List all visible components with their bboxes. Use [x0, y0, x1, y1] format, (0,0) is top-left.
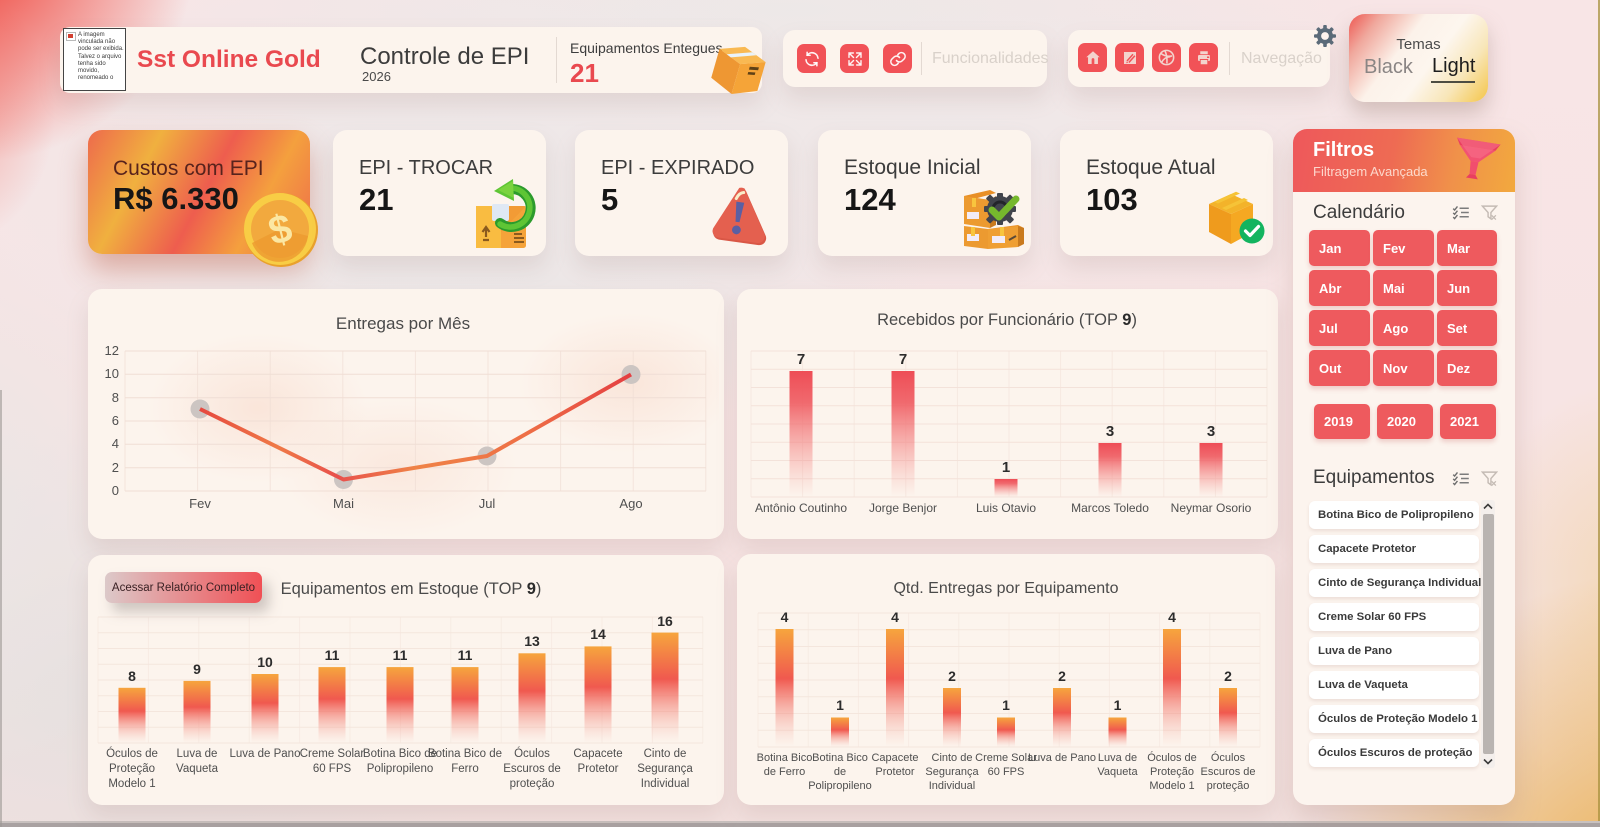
svg-text:Protetor: Protetor [875, 766, 914, 778]
svg-text:Botina Bico de: Botina Bico de [428, 748, 502, 760]
svg-text:14: 14 [590, 626, 606, 642]
svg-text:Jul: Jul [479, 496, 496, 511]
svg-text:Escuros de: Escuros de [1200, 766, 1255, 778]
svg-text:Escuros de: Escuros de [503, 763, 561, 775]
svg-text:2: 2 [112, 460, 119, 475]
svg-text:Polipropileno: Polipropileno [367, 763, 434, 775]
svg-text:Luva de: Luva de [1098, 752, 1137, 764]
svg-text:3: 3 [1106, 423, 1114, 440]
svg-text:Individual: Individual [641, 778, 690, 790]
svg-text:Qtd. Entregas por Equipamento: Qtd. Entregas por Equipamento [893, 580, 1118, 597]
svg-text:Proteção: Proteção [1150, 766, 1194, 778]
svg-text:Antônio Coutinho: Antônio Coutinho [755, 501, 847, 515]
svg-text:4: 4 [1168, 609, 1176, 625]
svg-text:de Ferro: de Ferro [764, 766, 806, 778]
svg-text:Óculos de: Óculos de [1147, 751, 1197, 764]
svg-text:Ferro: Ferro [451, 763, 478, 775]
svg-text:Recebidos por Funcionário (TOP: Recebidos por Funcionário (TOP 9) [877, 311, 1137, 329]
svg-text:Individual: Individual [929, 780, 975, 792]
svg-text:11: 11 [458, 647, 473, 663]
svg-text:11: 11 [393, 647, 408, 663]
svg-text:60 FPS: 60 FPS [313, 763, 352, 775]
svg-text:7: 7 [899, 351, 907, 368]
svg-text:Capacete: Capacete [871, 752, 918, 764]
svg-text:2: 2 [1224, 668, 1232, 684]
svg-text:Creme Solar: Creme Solar [975, 752, 1037, 764]
svg-text:4: 4 [891, 609, 899, 625]
svg-text:Creme Solar: Creme Solar [300, 748, 365, 760]
svg-text:proteção: proteção [1207, 780, 1250, 792]
svg-text:Ago: Ago [619, 496, 642, 511]
svg-text:1: 1 [1002, 459, 1010, 476]
svg-text:Luis Otavio: Luis Otavio [976, 501, 1036, 515]
svg-text:Jorge Benjor: Jorge Benjor [869, 501, 937, 515]
svg-text:10: 10 [257, 654, 273, 670]
svg-text:Entregas por Mês: Entregas por Mês [336, 314, 470, 333]
svg-text:Cinto de: Cinto de [932, 752, 973, 764]
svg-text:1: 1 [1114, 697, 1122, 713]
svg-text:Neymar Osorio: Neymar Osorio [1171, 501, 1252, 515]
svg-text:10: 10 [105, 366, 119, 381]
svg-text:Modelo 1: Modelo 1 [108, 778, 155, 790]
svg-text:16: 16 [657, 613, 673, 629]
svg-text:Proteção: Proteção [109, 763, 155, 775]
svg-text:de: de [834, 766, 846, 778]
svg-text:13: 13 [524, 633, 540, 649]
svg-text:Segurança: Segurança [637, 763, 693, 775]
svg-text:Cinto de: Cinto de [644, 748, 687, 760]
svg-text:4: 4 [781, 609, 789, 625]
svg-text:Mai: Mai [333, 496, 354, 511]
svg-text:Modelo 1: Modelo 1 [1149, 780, 1194, 792]
svg-text:Polipropileno: Polipropileno [808, 780, 872, 792]
svg-text:9: 9 [193, 661, 201, 677]
svg-text:Botina Bico: Botina Bico [812, 752, 868, 764]
svg-text:1: 1 [836, 697, 844, 713]
svg-text:3: 3 [1207, 423, 1215, 440]
svg-text:Óculos: Óculos [514, 747, 550, 760]
svg-text:Marcos Toledo: Marcos Toledo [1071, 501, 1149, 515]
svg-text:2: 2 [1058, 668, 1066, 684]
svg-text:Vaqueta: Vaqueta [176, 763, 219, 775]
svg-text:12: 12 [105, 343, 119, 358]
svg-text:Protetor: Protetor [578, 763, 619, 775]
svg-text:8: 8 [112, 390, 119, 405]
svg-text:Equipamentos em Estoque (TOP 9: Equipamentos em Estoque (TOP 9) [281, 580, 542, 598]
svg-text:11: 11 [325, 647, 340, 663]
svg-text:Capacete: Capacete [573, 748, 622, 760]
svg-text:Luva de: Luva de [177, 748, 218, 760]
svg-text:Luva de Pano: Luva de Pano [230, 748, 301, 760]
svg-text:proteção: proteção [510, 778, 555, 790]
svg-text:4: 4 [112, 436, 119, 451]
svg-text:6: 6 [112, 413, 119, 428]
svg-text:1: 1 [1002, 697, 1010, 713]
svg-text:Óculos: Óculos [1211, 751, 1246, 764]
svg-text:Fev: Fev [189, 496, 211, 511]
svg-text:Botina Bico de: Botina Bico de [363, 748, 437, 760]
svg-text:2: 2 [948, 668, 956, 684]
svg-text:Luva de Pano: Luva de Pano [1028, 752, 1096, 764]
svg-text:Óculos de: Óculos de [106, 747, 158, 760]
svg-text:8: 8 [128, 668, 136, 684]
svg-text:60 FPS: 60 FPS [988, 766, 1025, 778]
svg-text:Vaqueta: Vaqueta [1097, 766, 1138, 778]
svg-text:0: 0 [112, 483, 119, 498]
svg-text:Botina Bico: Botina Bico [757, 752, 813, 764]
svg-text:7: 7 [797, 351, 805, 368]
svg-text:Segurança: Segurança [925, 766, 979, 778]
